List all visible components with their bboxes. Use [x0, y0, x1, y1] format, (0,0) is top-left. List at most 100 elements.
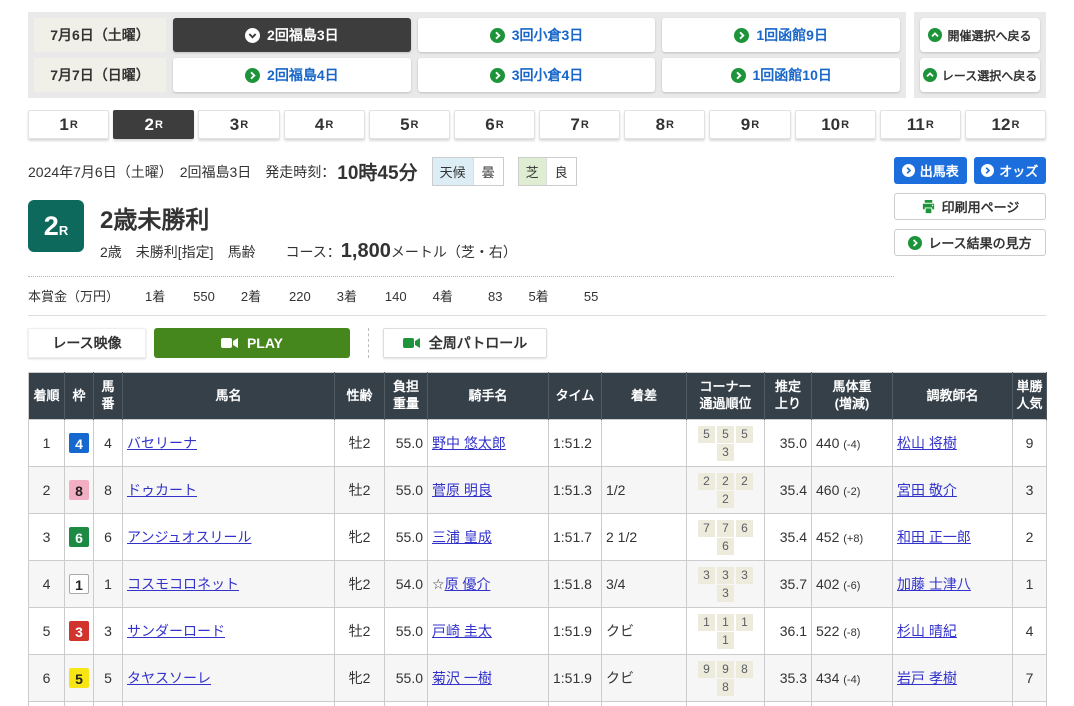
entry-table-button[interactable]: 出馬表: [894, 157, 967, 184]
jockey-cell: 戸崎 圭太: [427, 607, 549, 655]
meeting-button-label: 1回函館9日: [756, 27, 828, 43]
race-tab-number: 4: [314, 114, 325, 134]
prize-place: 4着: [432, 289, 453, 304]
jockey-link[interactable]: 野中 悠太郎: [432, 435, 506, 451]
corner-position: 5: [736, 426, 753, 443]
meeting-button-label: 3回小倉3日: [511, 27, 584, 43]
prize-amount: 55: [583, 289, 599, 304]
race-tab[interactable]: 12 R: [964, 110, 1047, 139]
jockey-link[interactable]: 菅原 明良: [432, 482, 492, 498]
sex-age: 牝2: [334, 654, 385, 702]
horse-name-link[interactable]: サンダーロード: [127, 623, 225, 639]
trainer-link[interactable]: 宮田 敬介: [897, 482, 957, 498]
chevron-right-circle-icon: [734, 27, 750, 43]
prize-amount: 550: [193, 289, 215, 304]
weather-value: 曇: [472, 158, 503, 185]
back-to-meeting-select-button[interactable]: 開催選択へ戻る: [920, 18, 1040, 52]
sex-age: 牝2: [334, 560, 385, 608]
meeting-button-fukushima-4[interactable]: 2回福島4日: [173, 58, 411, 92]
jockey-link[interactable]: 菊沢 一樹: [432, 670, 492, 686]
back-to-race-select-button[interactable]: レース選択へ戻る: [920, 58, 1040, 92]
last-3f-time: 35.3: [764, 654, 812, 702]
race-tab[interactable]: 10 R: [794, 110, 876, 139]
prize-item: 1着 550: [145, 286, 215, 305]
horse-number: 3: [93, 607, 123, 655]
race-tab-r-suffix: R: [841, 118, 850, 131]
horse-name-cell: コスモコロネット: [122, 560, 335, 608]
meeting-button-kokura-3[interactable]: 3回小倉3日: [417, 18, 656, 52]
trainer-link[interactable]: 和田 正一郎: [897, 529, 971, 545]
meeting-button-fukushima-3[interactable]: 2回福島3日: [173, 18, 411, 52]
trainer-link[interactable]: 杉山 晴紀: [897, 623, 957, 639]
horse-name-link[interactable]: ドゥカート: [127, 482, 197, 498]
race-tab-r-suffix: R: [1011, 118, 1020, 131]
race-action-buttons: 出馬表 オッズ 印刷用ページ レース結果の見方: [894, 157, 1046, 315]
play-button[interactable]: PLAY: [154, 328, 350, 358]
results-guide-button[interactable]: レース結果の見方: [894, 229, 1046, 256]
trainer-link[interactable]: 松山 将樹: [897, 435, 957, 451]
trainer-cell: 西田 雄一郎: [892, 701, 1013, 706]
meeting-button-hakodate-9[interactable]: 1回函館9日: [662, 18, 901, 52]
nav-row-saturday: 7月6日（土曜） 2回福島3日 3回小倉3日 1回函館9日: [34, 18, 901, 52]
patrol-label: 全周パトロール: [428, 335, 528, 351]
winning-margin: 2 1/2: [601, 513, 687, 561]
corner-position: 3: [717, 567, 734, 584]
winning-margin: 3/4: [601, 560, 687, 608]
back-button-label: レース選択へ戻る: [941, 68, 1038, 83]
prize-place: 2着: [240, 289, 262, 304]
frame-cell: 2: [64, 701, 94, 706]
corner-position: 6: [717, 538, 734, 555]
trainer-link[interactable]: 岩戸 孝樹: [897, 670, 957, 686]
last-3f-time: 35.0: [764, 419, 812, 467]
trainer-link[interactable]: 加藤 士津八: [897, 576, 971, 592]
horse-number: 6: [93, 513, 123, 561]
meeting-selector: 7月6日（土曜） 2回福島3日 3回小倉3日 1回函館9日 7月7日（日曜）: [28, 12, 906, 98]
top-navigation: 7月6日（土曜） 2回福島3日 3回小倉3日 1回函館9日 7月7日（日曜）: [28, 12, 1046, 98]
column-header: 着順: [28, 372, 65, 420]
corner-position: 7: [698, 520, 715, 537]
chevron-down-circle-icon: [245, 27, 261, 43]
column-header: コーナー 通過順位: [686, 372, 765, 420]
body-weight-cell: 452 (+8): [811, 513, 893, 561]
course-distance: 1,800: [340, 240, 391, 262]
patrol-video-button[interactable]: 全周パトロール: [383, 328, 547, 358]
prize-place: 1着: [145, 289, 166, 304]
winning-margin: [601, 419, 687, 467]
horse-name-link[interactable]: バセリーナ: [127, 435, 197, 451]
horse-name-link[interactable]: コスモコロネット: [127, 576, 239, 592]
jockey-link[interactable]: 戸崎 圭太: [432, 623, 492, 639]
prize-item: 3着 140: [337, 286, 407, 305]
win-favorite-rank: 6: [1012, 701, 1047, 706]
meeting-button-hakodate-10[interactable]: 1回函館10日: [662, 58, 901, 92]
horse-number: 1: [93, 560, 123, 608]
horse-name-link[interactable]: タヤスソーレ: [127, 670, 211, 686]
column-header: 馬名: [122, 372, 335, 420]
horse-name-cell: アンジュオスリール: [122, 513, 335, 561]
carried-weight: 55.0: [384, 466, 428, 514]
horse-name-link[interactable]: アンジュオスリール: [127, 529, 252, 545]
jockey-link[interactable]: 原 優介: [444, 576, 491, 592]
print-page-button[interactable]: 印刷用ページ: [894, 193, 1046, 220]
video-row: レース映像 PLAY 全周パトロール: [28, 328, 1046, 358]
race-tab-r-suffix: R: [410, 118, 419, 131]
horse-name-cell: アイスフィールド: [122, 701, 335, 706]
print-page-label: 印刷用ページ: [941, 200, 1020, 215]
last-3f-time: 35.4: [764, 513, 812, 561]
jockey-link[interactable]: 三浦 皇成: [432, 529, 492, 545]
race-tab[interactable]: 11 R: [879, 110, 961, 139]
corner-positions: 5 5 53: [686, 419, 765, 467]
sex-age: 牝2: [334, 513, 385, 561]
meeting-button-kokura-4[interactable]: 3回小倉4日: [417, 58, 656, 92]
corner-position: 1: [698, 614, 715, 631]
odds-button[interactable]: オッズ: [973, 157, 1046, 184]
